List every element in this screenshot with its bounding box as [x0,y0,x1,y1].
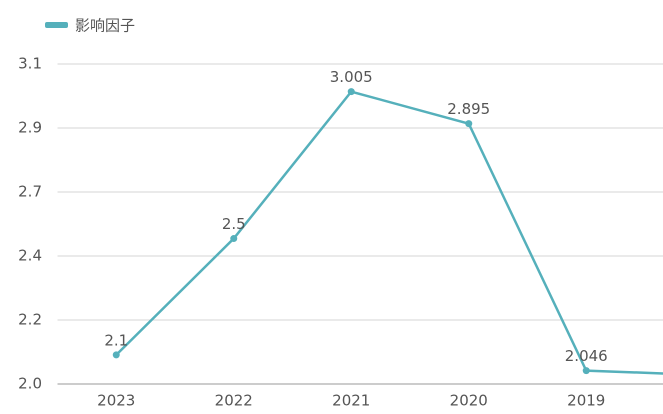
data-label: 2.895 [447,100,490,118]
y-tick-label: 2.2 [18,311,42,329]
data-label: 3.005 [330,68,373,86]
legend-swatch [45,22,68,28]
data-label: 2.5 [222,215,246,233]
x-tick-label: 2021 [332,392,370,410]
point [465,120,473,128]
point [230,235,238,243]
y-tick-label: 2.9 [18,119,42,137]
y-tick-label: 2.7 [18,183,42,201]
x-tick-label: 2023 [97,392,135,410]
point [582,367,590,375]
y-tick-label: 2.4 [18,247,42,265]
series-line [115,90,663,375]
data-label: 2.046 [565,347,608,365]
point [112,351,120,359]
x-tick-label: 2022 [215,392,253,410]
legend-label: 影响因子 [75,17,135,35]
y-tick-label: 3.1 [18,55,42,73]
x-tick-label: 2019 [567,392,605,410]
y-tick-label: 2.0 [18,375,42,393]
data-label: 2.1 [104,331,128,349]
x-tick-label: 2020 [450,392,488,410]
point [347,88,355,96]
